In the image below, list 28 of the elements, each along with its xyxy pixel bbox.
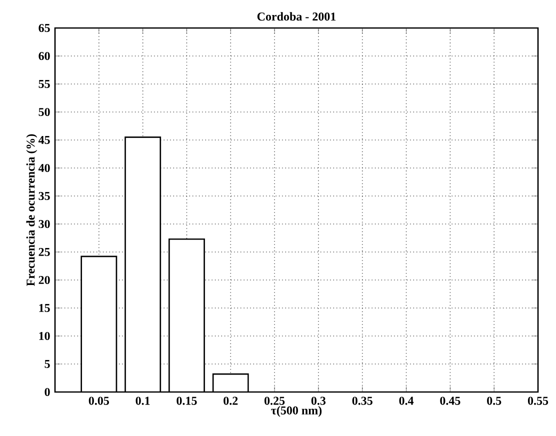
y-tick-label: 50 — [38, 108, 50, 116]
y-tick-label: 15 — [39, 304, 50, 312]
x-tick-label: 0.4 — [399, 396, 414, 405]
chart-title: Cordoba - 2001 — [257, 12, 336, 21]
y-tick-label: 35 — [38, 192, 50, 200]
y-tick-label: 0 — [44, 388, 50, 396]
y-tick-label: 60 — [38, 52, 50, 60]
x-tick-label: 0.45 — [440, 396, 460, 405]
y-tick-label: 30 — [38, 220, 50, 228]
x-tick-label: 0.25 — [264, 396, 285, 405]
x-tick-label: 0.55 — [528, 396, 548, 405]
x-tick-label: 0.05 — [88, 396, 109, 405]
y-tick-label: 5 — [44, 360, 50, 368]
y-axis-title: Frecuencia de ocurrencia (%) — [26, 134, 38, 286]
y-tick-label: 55 — [38, 80, 50, 88]
y-tick-label: 65 — [38, 24, 50, 32]
x-tick-label: 0.5 — [487, 396, 502, 405]
x-tick-label: 0.35 — [352, 396, 372, 405]
x-tick-label: 0.3 — [311, 396, 326, 405]
x-tick-label: 0.15 — [176, 396, 197, 405]
y-tick-label: 20 — [38, 276, 50, 284]
y-tick-label: 45 — [38, 136, 50, 144]
y-tick-label: 10 — [39, 332, 50, 340]
x-tick-label: 0.2 — [224, 396, 238, 405]
x-tick-label: 0.1 — [136, 396, 150, 405]
y-tick-label: 40 — [38, 164, 50, 172]
y-tick-label: 25 — [38, 248, 50, 256]
x-axis-title: τ(500 nm) — [271, 406, 322, 417]
